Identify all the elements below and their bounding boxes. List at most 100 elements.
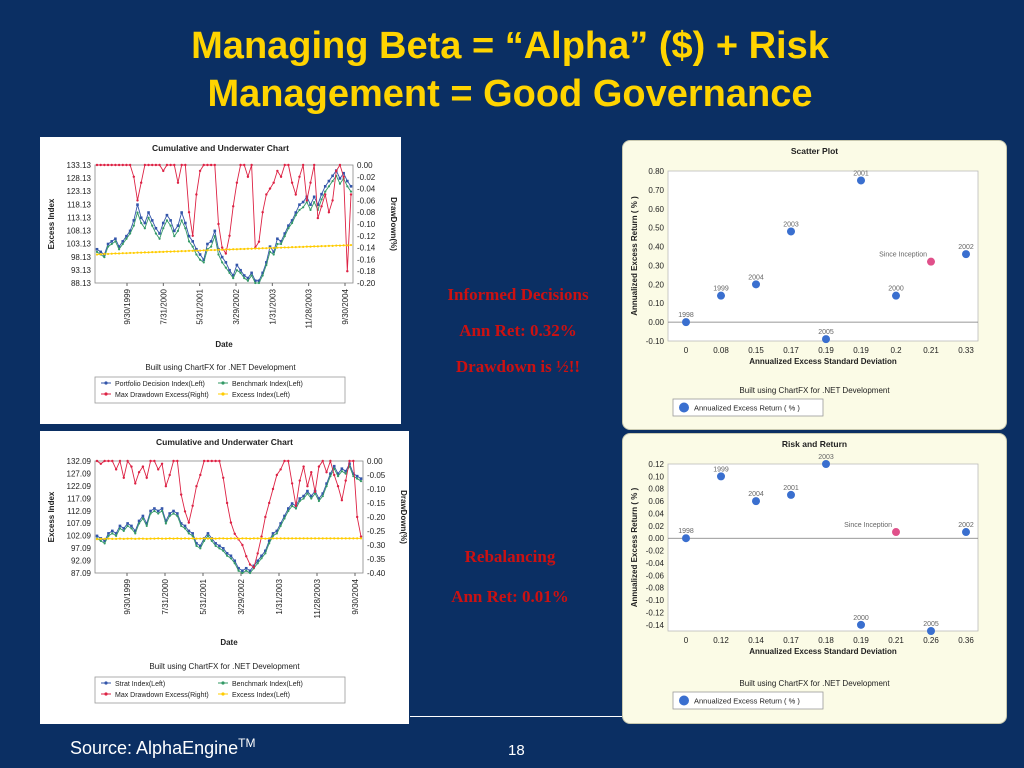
series-point (141, 514, 145, 518)
series-point (130, 527, 133, 530)
chart-title: Cumulative and Underwater Chart (152, 143, 289, 153)
series-point (283, 517, 286, 520)
series-point (110, 252, 113, 255)
series-point (145, 524, 148, 528)
series-point (245, 569, 248, 572)
y2-tick-label: -0.04 (357, 185, 376, 194)
point-label: 1998 (678, 312, 694, 319)
legend-marker (221, 681, 225, 685)
series-point (183, 510, 187, 513)
series-point (172, 512, 175, 515)
y2-tick-label: -0.30 (367, 541, 386, 550)
series-point (349, 243, 353, 247)
series-point (121, 242, 124, 246)
series-point (346, 185, 349, 188)
series-point (317, 537, 321, 540)
series-point (157, 537, 160, 540)
series-point (301, 200, 305, 204)
series-point (107, 537, 110, 540)
series-line-1 (96, 465, 362, 574)
series-point (294, 211, 298, 214)
series-point (128, 163, 132, 167)
series-point (213, 248, 216, 252)
point-label: 2001 (783, 485, 799, 492)
series-point (106, 242, 110, 246)
y-tick-label: 132.09 (67, 457, 92, 466)
series-point (210, 245, 213, 248)
series-point (106, 252, 110, 256)
chart-footer: Built using ChartFX for .NET Development (739, 679, 890, 688)
series-point (248, 563, 252, 566)
series-point (352, 459, 355, 463)
series-point (325, 482, 328, 485)
series-point (325, 471, 328, 474)
series-point (265, 193, 268, 196)
y2-tick-label: -0.12 (357, 232, 376, 241)
series-point (154, 163, 158, 167)
y-tick-label: 0.02 (648, 522, 664, 531)
y2-tick-label: -0.35 (367, 555, 386, 564)
series-point (298, 479, 301, 482)
series-point (268, 537, 271, 540)
series-point (158, 232, 161, 235)
series-point (260, 537, 263, 540)
series-point (218, 547, 221, 550)
point-label: 2004 (748, 274, 764, 281)
series-point (121, 240, 125, 243)
y2-tick-label: -0.06 (357, 196, 376, 205)
y2-tick-label: -0.25 (367, 527, 386, 536)
series-point (229, 521, 233, 524)
series-point (272, 253, 275, 256)
series-point (202, 258, 206, 262)
series-point (168, 514, 171, 518)
series-point (184, 221, 187, 225)
series-point (195, 247, 198, 251)
series-point (279, 240, 283, 243)
y-axis-label: Annualized Excess Return ( % ) (630, 487, 639, 607)
informed-annotation: Informed Decisions Ann Ret: 0.32% Drawdo… (408, 285, 628, 377)
series-point (283, 163, 286, 167)
series-point (257, 240, 261, 243)
x-tick-label: 9/30/1999 (123, 578, 132, 614)
series-point (95, 163, 99, 167)
series-point (169, 250, 172, 253)
series-point (313, 200, 316, 204)
series-point (160, 537, 164, 540)
series-point (338, 244, 342, 247)
slide-title-line-1: Managing Beta = “Alpha” ($) + Risk (191, 25, 829, 67)
series-point (359, 480, 363, 483)
series-point (329, 475, 332, 478)
y-tick-label: 98.13 (71, 253, 92, 262)
data-point (682, 318, 690, 327)
series-point (103, 537, 106, 540)
y-tick-label: -0.14 (646, 621, 665, 630)
data-point (717, 291, 725, 300)
series-point (309, 494, 313, 498)
series-point (121, 163, 124, 167)
series-point (344, 472, 347, 475)
y-tick-label: 88.13 (71, 279, 92, 288)
x-tick-label: 0 (684, 346, 689, 355)
y-tick-label: -0.10 (646, 337, 665, 346)
series-line-0 (96, 462, 362, 572)
legend-marker (221, 392, 225, 396)
series-point (313, 245, 316, 248)
series-point (313, 537, 317, 540)
data-point (787, 490, 795, 499)
series-point (317, 497, 321, 500)
series-point (233, 562, 236, 565)
series-point (195, 485, 198, 488)
series-point (336, 485, 340, 488)
series-point (287, 509, 290, 513)
series-point (202, 249, 205, 252)
y2-tick-label: -0.15 (367, 499, 386, 508)
x-tick-label: 1/31/2003 (275, 578, 284, 614)
series-point (176, 514, 179, 518)
series-point (99, 537, 102, 540)
y-tick-label: 0.60 (648, 205, 664, 214)
series-point (301, 163, 305, 167)
series-point (302, 537, 305, 540)
series-point (206, 249, 209, 252)
x-tick-label: 0.14 (748, 636, 764, 645)
series-point (172, 537, 175, 540)
